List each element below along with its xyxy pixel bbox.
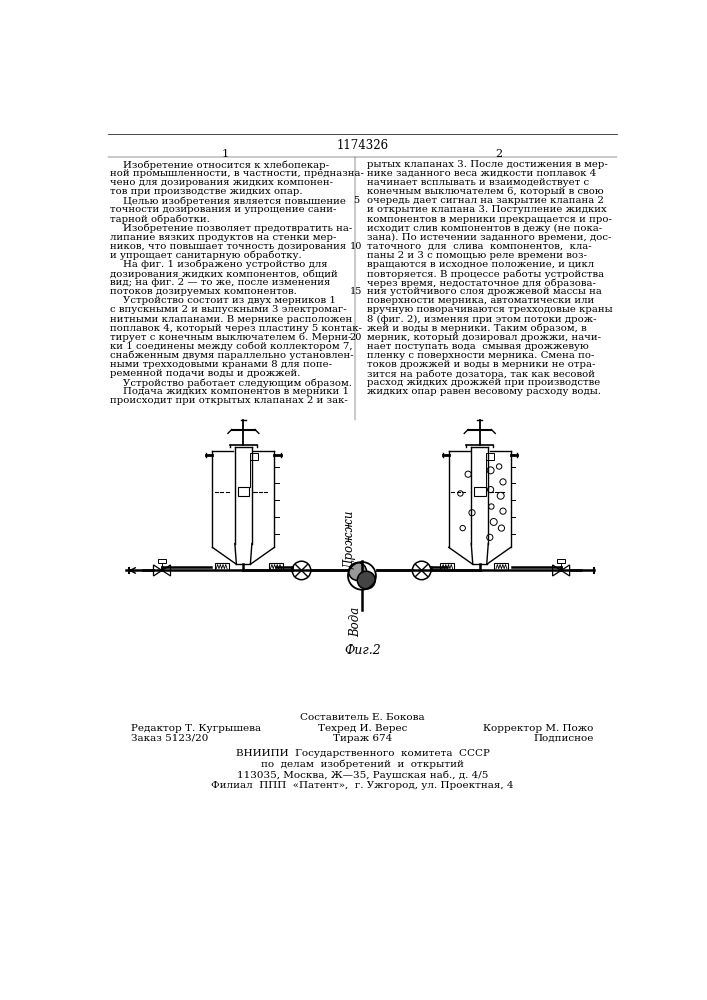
Circle shape bbox=[292, 561, 311, 580]
Text: рытых клапанах 3. После достижения в мер-: рытых клапанах 3. После достижения в мер… bbox=[368, 160, 608, 169]
Bar bbox=[494, 563, 508, 570]
Bar bbox=[238, 487, 249, 496]
Bar bbox=[557, 559, 565, 563]
Text: Изобретение относится к хлебопекар-: Изобретение относится к хлебопекар- bbox=[110, 160, 329, 170]
Text: нает поступать вода  смывая дрожжевую: нает поступать вода смывая дрожжевую bbox=[368, 342, 589, 351]
Text: поплавок 4, который через пластину 5 контак-: поплавок 4, который через пластину 5 кон… bbox=[110, 324, 362, 333]
Bar bbox=[486, 453, 494, 460]
Text: вращаются в исходное положение, и цикл: вращаются в исходное положение, и цикл bbox=[368, 260, 595, 269]
Text: 10: 10 bbox=[349, 242, 362, 251]
Text: снабженным двумя параллельно установлен-: снабженным двумя параллельно установлен- bbox=[110, 351, 354, 360]
Text: паны 2 и 3 с помощью реле времени воз-: паны 2 и 3 с помощью реле времени воз- bbox=[368, 251, 588, 260]
Circle shape bbox=[357, 571, 375, 589]
Text: чено для дозирования жидких компонен-: чено для дозирования жидких компонен- bbox=[110, 178, 333, 187]
Text: 2: 2 bbox=[496, 149, 503, 159]
Polygon shape bbox=[561, 565, 570, 576]
Text: Техред И. Верес: Техред И. Верес bbox=[318, 724, 407, 733]
Text: ными трехходовыми кранами 8 для попе-: ными трехходовыми кранами 8 для попе- bbox=[110, 360, 332, 369]
Text: вид; на фиг. 2 — то же, после изменения: вид; на фиг. 2 — то же, после изменения bbox=[110, 278, 330, 287]
Text: Устройство работает следующим образом.: Устройство работает следующим образом. bbox=[110, 378, 352, 388]
Text: ременной подачи воды и дрожжей.: ременной подачи воды и дрожжей. bbox=[110, 369, 300, 378]
Text: Подача жидких компонентов в мерники 1: Подача жидких компонентов в мерники 1 bbox=[110, 387, 349, 396]
Text: токов дрожжей и воды в мерники не отра-: токов дрожжей и воды в мерники не отра- bbox=[368, 360, 596, 369]
Text: ния устойчивого слоя дрожжевой массы на: ния устойчивого слоя дрожжевой массы на bbox=[368, 287, 602, 296]
Text: Вода: Вода bbox=[349, 607, 362, 637]
Text: 113035, Москва, Ж—35, Раушская наб., д. 4/5: 113035, Москва, Ж—35, Раушская наб., д. … bbox=[237, 771, 489, 780]
Text: Дрожжи: Дрожжи bbox=[344, 510, 357, 569]
Circle shape bbox=[349, 563, 367, 580]
Text: 5: 5 bbox=[353, 196, 359, 205]
Bar bbox=[474, 487, 486, 496]
Circle shape bbox=[412, 561, 431, 580]
Text: нике заданного веса жидкости поплавок 4: нике заданного веса жидкости поплавок 4 bbox=[368, 169, 597, 178]
Text: тов при производстве жидких опар.: тов при производстве жидких опар. bbox=[110, 187, 303, 196]
Text: зана). По истечении заданного времени, дос-: зана). По истечении заданного времени, д… bbox=[368, 233, 612, 242]
Text: дозирования жидких компонентов, общий: дозирования жидких компонентов, общий bbox=[110, 269, 338, 279]
Text: тирует с конечным выключателем 6. Мерни-: тирует с конечным выключателем 6. Мерни- bbox=[110, 333, 351, 342]
Text: ников, что повышает точность дозирования: ников, что повышает точность дозирования bbox=[110, 242, 346, 251]
Text: На фиг. 1 изображено устройство для: На фиг. 1 изображено устройство для bbox=[110, 260, 327, 269]
Bar bbox=[215, 563, 228, 570]
Text: Редактор Т. Кугрышева: Редактор Т. Кугрышева bbox=[131, 724, 261, 733]
Text: Составитель Е. Бокова: Составитель Е. Бокова bbox=[300, 713, 425, 722]
Text: зится на работе дозатора, так как весовой: зится на работе дозатора, так как весово… bbox=[368, 369, 595, 379]
Bar bbox=[269, 563, 283, 570]
Text: Филиал  ППП  «Патент»,  г. Ужгород, ул. Проектная, 4: Филиал ППП «Патент», г. Ужгород, ул. Про… bbox=[211, 781, 514, 790]
Text: расход жидких дрожжей при производстве: расход жидких дрожжей при производстве bbox=[368, 378, 601, 387]
Text: жей и воды в мерники. Таким образом, в: жей и воды в мерники. Таким образом, в bbox=[368, 324, 587, 333]
Text: Тираж 674: Тираж 674 bbox=[333, 734, 392, 743]
Text: и упрощает санитарную обработку.: и упрощает санитарную обработку. bbox=[110, 251, 302, 260]
Text: потоков дозируемых компонентов.: потоков дозируемых компонентов. bbox=[110, 287, 297, 296]
Text: Целью изобретения является повышение: Целью изобретения является повышение bbox=[110, 196, 346, 206]
Text: 15: 15 bbox=[349, 287, 362, 296]
Text: Заказ 5123/20: Заказ 5123/20 bbox=[131, 734, 209, 743]
Text: точности дозирования и упрощение сани-: точности дозирования и упрощение сани- bbox=[110, 205, 337, 214]
Text: 1174326: 1174326 bbox=[337, 139, 389, 152]
Text: по  делам  изобретений  и  открытий: по делам изобретений и открытий bbox=[262, 760, 464, 769]
Text: компонентов в мерники прекращается и про-: компонентов в мерники прекращается и про… bbox=[368, 215, 612, 224]
Text: исходит слив компонентов в дежу (не пока-: исходит слив компонентов в дежу (не пока… bbox=[368, 224, 602, 233]
Text: вручную поворачиваются трехходовые краны: вручную поворачиваются трехходовые краны bbox=[368, 305, 613, 314]
Text: ки 1 соединены между собой коллектором 7,: ки 1 соединены между собой коллектором 7… bbox=[110, 342, 353, 351]
Text: с впускными 2 и выпускными 3 электромаг-: с впускными 2 и выпускными 3 электромаг- bbox=[110, 305, 346, 314]
Text: тарной обработки.: тарной обработки. bbox=[110, 215, 210, 224]
Text: Устройство состоит из двух мерников 1: Устройство состоит из двух мерников 1 bbox=[110, 296, 336, 305]
Text: происходит при открытых клапанах 2 и зак-: происходит при открытых клапанах 2 и зак… bbox=[110, 396, 348, 405]
Text: липание вязких продуктов на стенки мер-: липание вязких продуктов на стенки мер- bbox=[110, 233, 337, 242]
Text: ной промышленности, в частности, предназна-: ной промышленности, в частности, предназ… bbox=[110, 169, 364, 178]
Text: 1: 1 bbox=[222, 149, 229, 159]
Polygon shape bbox=[162, 565, 170, 576]
Text: Корректор М. Пожо: Корректор М. Пожо bbox=[484, 724, 594, 733]
Text: 8 (фиг. 2), изменяя при этом потоки дрож-: 8 (фиг. 2), изменяя при этом потоки дрож… bbox=[368, 315, 597, 324]
Text: повторяется. В процессе работы устройства: повторяется. В процессе работы устройств… bbox=[368, 269, 604, 279]
Text: начинает всплывать и взаимодействует с: начинает всплывать и взаимодействует с bbox=[368, 178, 590, 187]
Text: Изобретение позволяет предотвратить на-: Изобретение позволяет предотвратить на- bbox=[110, 224, 352, 233]
Text: нитными клапанами. В мернике расположен: нитными клапанами. В мернике расположен bbox=[110, 315, 352, 324]
Text: Фиг.2: Фиг.2 bbox=[344, 644, 381, 657]
Text: и открытие клапана 3. Поступление жидких: и открытие клапана 3. Поступление жидких bbox=[368, 205, 607, 214]
Text: пленку с поверхности мерника. Смена по-: пленку с поверхности мерника. Смена по- bbox=[368, 351, 595, 360]
Text: очередь дает сигнал на закрытие клапана 2: очередь дает сигнал на закрытие клапана … bbox=[368, 196, 604, 205]
Text: мерник, который дозировал дрожжи, начи-: мерник, который дозировал дрожжи, начи- bbox=[368, 333, 602, 342]
Text: поверхности мерника, автоматически или: поверхности мерника, автоматически или bbox=[368, 296, 595, 305]
Polygon shape bbox=[153, 565, 162, 576]
Text: конечным выключателем 6, который в свою: конечным выключателем 6, который в свою bbox=[368, 187, 604, 196]
Bar bbox=[440, 563, 454, 570]
Polygon shape bbox=[553, 565, 561, 576]
Text: через время, недостаточное для образова-: через время, недостаточное для образова- bbox=[368, 278, 596, 288]
Text: таточного  для  слива  компонентов,  кла-: таточного для слива компонентов, кла- bbox=[368, 242, 592, 251]
Text: Подписное: Подписное bbox=[533, 734, 594, 743]
Bar bbox=[158, 559, 166, 563]
Text: 20: 20 bbox=[349, 333, 362, 342]
Text: жидких опар равен весовому расходу воды.: жидких опар равен весовому расходу воды. bbox=[368, 387, 602, 396]
Text: ВНИИПИ  Государственного  комитета  СССР: ВНИИПИ Государственного комитета СССР bbox=[236, 749, 490, 758]
Bar bbox=[250, 453, 258, 460]
